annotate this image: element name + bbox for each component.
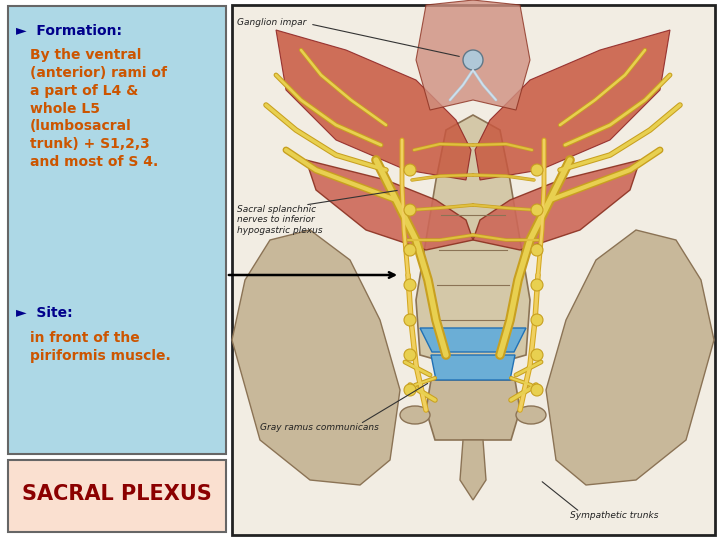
Text: Ganglion impar: Ganglion impar: [237, 18, 307, 27]
Circle shape: [531, 349, 543, 361]
Circle shape: [531, 164, 543, 176]
Text: Sacral splanchnic
nerves to inferior
hypogastric plexus: Sacral splanchnic nerves to inferior hyp…: [237, 205, 323, 235]
Polygon shape: [420, 328, 526, 352]
Circle shape: [531, 204, 543, 216]
FancyBboxPatch shape: [232, 5, 715, 535]
Circle shape: [531, 244, 543, 256]
Text: Sympathetic trunks: Sympathetic trunks: [570, 511, 659, 520]
Polygon shape: [546, 230, 714, 485]
Polygon shape: [306, 160, 473, 250]
Polygon shape: [431, 355, 515, 380]
FancyBboxPatch shape: [8, 6, 226, 454]
Circle shape: [531, 314, 543, 326]
Circle shape: [404, 384, 416, 396]
Circle shape: [404, 204, 416, 216]
Text: SACRAL PLEXUS: SACRAL PLEXUS: [22, 484, 212, 504]
Text: Gray ramus communicans: Gray ramus communicans: [260, 423, 379, 432]
Text: By the ventral
(anterior) rami of
a part of L4 &
whole L5
(lumbosacral
trunk) + : By the ventral (anterior) rami of a part…: [30, 48, 167, 169]
Text: ►  Site:: ► Site:: [16, 306, 73, 320]
Polygon shape: [473, 160, 640, 250]
Text: ►  Formation:: ► Formation:: [16, 24, 122, 38]
Circle shape: [463, 50, 483, 70]
Circle shape: [404, 349, 416, 361]
Polygon shape: [416, 115, 530, 370]
Ellipse shape: [400, 406, 430, 424]
Circle shape: [404, 279, 416, 291]
Polygon shape: [276, 30, 471, 180]
Circle shape: [404, 164, 416, 176]
Circle shape: [404, 244, 416, 256]
Polygon shape: [416, 0, 530, 110]
Polygon shape: [232, 230, 400, 485]
Polygon shape: [460, 440, 486, 500]
Polygon shape: [475, 30, 670, 180]
Circle shape: [531, 279, 543, 291]
Polygon shape: [426, 380, 520, 440]
Circle shape: [404, 314, 416, 326]
Ellipse shape: [516, 406, 546, 424]
Text: in front of the
piriformis muscle.: in front of the piriformis muscle.: [30, 331, 171, 363]
FancyBboxPatch shape: [8, 460, 226, 532]
Circle shape: [531, 384, 543, 396]
